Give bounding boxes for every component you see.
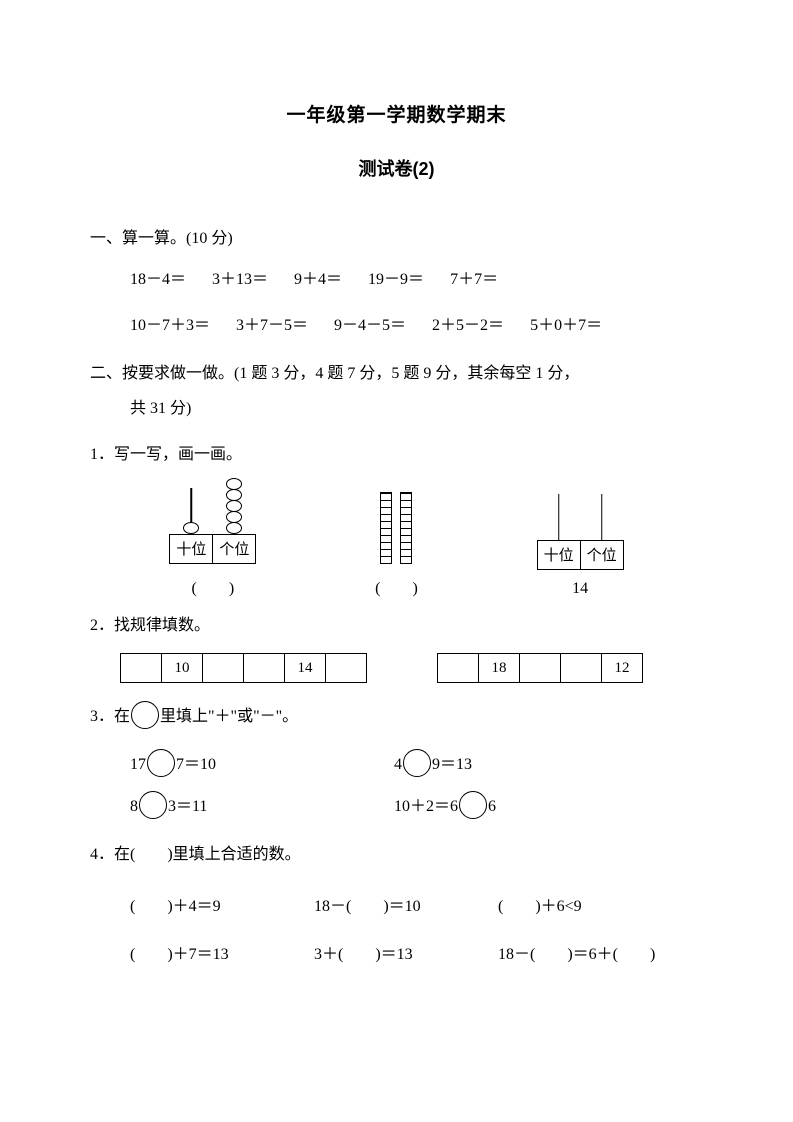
q1-head: 1．写一写，画一画。 xyxy=(90,437,703,472)
seq-cell: 14 xyxy=(285,654,326,682)
ruler-icon xyxy=(380,492,392,564)
expr: 19－9＝ xyxy=(368,264,424,296)
abacus-2: 十位 个位 14 xyxy=(537,488,624,598)
q3-expr: 8 3＝11 xyxy=(130,786,390,828)
seq-cell xyxy=(244,654,285,682)
q4-lines: ( )＋4＝9 18－( )＝10 ( )＋6<9 ( )＋7＝13 3＋( )… xyxy=(90,883,703,979)
section1-head: 一、算一算。(10 分) xyxy=(90,221,703,256)
page: 一年级第一学期数学期末 测试卷(2) 一、算一算。(10 分) 18－4＝ 3＋… xyxy=(0,0,793,1039)
pv-tens-label: 十位 xyxy=(537,540,580,569)
txt: 3＝11 xyxy=(168,798,207,815)
circle-icon xyxy=(139,791,167,819)
circle-icon xyxy=(403,749,431,777)
title-sub: 测试卷(2) xyxy=(90,155,703,181)
q3-expr: 4 9＝13 xyxy=(394,744,654,786)
txt: 4 xyxy=(394,756,402,773)
q4-expr: 18－( )＝10 xyxy=(314,883,494,931)
txt: 6 xyxy=(488,798,496,815)
seq-cell xyxy=(203,654,244,682)
seq-cell: 12 xyxy=(602,654,642,682)
pv-table: 十位 个位 xyxy=(537,488,624,570)
txt: 7＝10 xyxy=(176,756,216,773)
pv-ones-label: 个位 xyxy=(213,534,256,563)
q4-head: 4．在( )里填上合适的数。 xyxy=(90,837,703,872)
expr: 5＋0＋7＝ xyxy=(530,310,602,342)
expr: 7＋7＝ xyxy=(450,264,498,296)
q3-expr: 17 7＝10 xyxy=(130,744,390,786)
section2-head-line2: 共 31 分) xyxy=(90,400,191,417)
q4-expr: ( )＋4＝9 xyxy=(130,883,310,931)
seq-cell: 18 xyxy=(479,654,520,682)
q3-lines: 17 7＝10 4 9＝13 8 3＝11 10＋2＝6 6 xyxy=(90,744,703,827)
txt: 8 xyxy=(130,798,138,815)
seq-cell xyxy=(438,654,479,682)
txt: 9＝13 xyxy=(432,756,472,773)
expr: 9－4－5＝ xyxy=(334,310,406,342)
q3-expr: 10＋2＝6 6 xyxy=(394,786,654,828)
pv-table: 十位 个位 xyxy=(169,482,256,564)
circle-icon xyxy=(147,749,175,777)
q4-expr: 18－( )＝6＋( ) xyxy=(498,946,655,963)
seq-cell xyxy=(121,654,162,682)
bundle-diagram: ( ) xyxy=(375,488,418,598)
q1-answer-blank: ( ) xyxy=(169,574,256,598)
pv-ones-label: 个位 xyxy=(580,540,623,569)
expr: 10－7＋3＝ xyxy=(130,310,210,342)
q1-answer-14: 14 xyxy=(537,580,624,598)
ruler-icon xyxy=(400,492,412,564)
expr: 9＋4＝ xyxy=(294,264,342,296)
bead xyxy=(226,522,242,534)
abacus-1: 十位 个位 ( ) xyxy=(169,482,256,598)
q3-head-post: 里填上"＋"或"－"。 xyxy=(160,708,298,725)
pv-tens-label: 十位 xyxy=(170,534,213,563)
q3-head: 3．在 里填上"＋"或"－"。 xyxy=(90,699,703,734)
q4-expr: ( )＋7＝13 xyxy=(130,931,310,979)
txt: 17 xyxy=(130,756,146,773)
title-main: 一年级第一学期数学期末 xyxy=(90,100,703,127)
section2-head: 二、按要求做一做。(1 题 3 分，4 题 7 分，5 题 9 分，其余每空 1… xyxy=(90,356,703,426)
q4-expr: 3＋( )＝13 xyxy=(314,931,494,979)
txt: 10＋2＝6 xyxy=(394,798,458,815)
seq-cell xyxy=(561,654,602,682)
q2-sequences: 10 14 18 12 xyxy=(90,653,703,683)
sequence-a: 10 14 xyxy=(120,653,367,683)
seq-cell: 10 xyxy=(162,654,203,682)
q3-head-pre: 3．在 xyxy=(90,708,130,725)
expr: 3＋7－5＝ xyxy=(236,310,308,342)
section2-head-line1: 二、按要求做一做。(1 题 3 分，4 题 7 分，5 题 9 分，其余每空 1… xyxy=(90,365,579,382)
circle-icon xyxy=(459,791,487,819)
seq-cell xyxy=(326,654,366,682)
seq-cell xyxy=(520,654,561,682)
q2-head: 2．找规律填数。 xyxy=(90,608,703,643)
q1-diagrams: 十位 个位 ( ) ( ) xyxy=(110,482,683,598)
expr: 3＋13＝ xyxy=(212,264,268,296)
q4-expr: ( )＋6<9 xyxy=(498,883,678,931)
circle-icon xyxy=(131,701,159,729)
bead xyxy=(183,522,199,534)
expr: 18－4＝ xyxy=(130,264,186,296)
expr: 2＋5－2＝ xyxy=(432,310,504,342)
section1-row1: 18－4＝ 3＋13＝ 9＋4＝ 19－9＝ 7＋7＝ xyxy=(90,264,703,296)
sequence-b: 18 12 xyxy=(437,653,643,683)
q1-answer-blank: ( ) xyxy=(375,574,418,598)
section1-row2: 10－7＋3＝ 3＋7－5＝ 9－4－5＝ 2＋5－2＝ 5＋0＋7＝ xyxy=(90,310,703,342)
